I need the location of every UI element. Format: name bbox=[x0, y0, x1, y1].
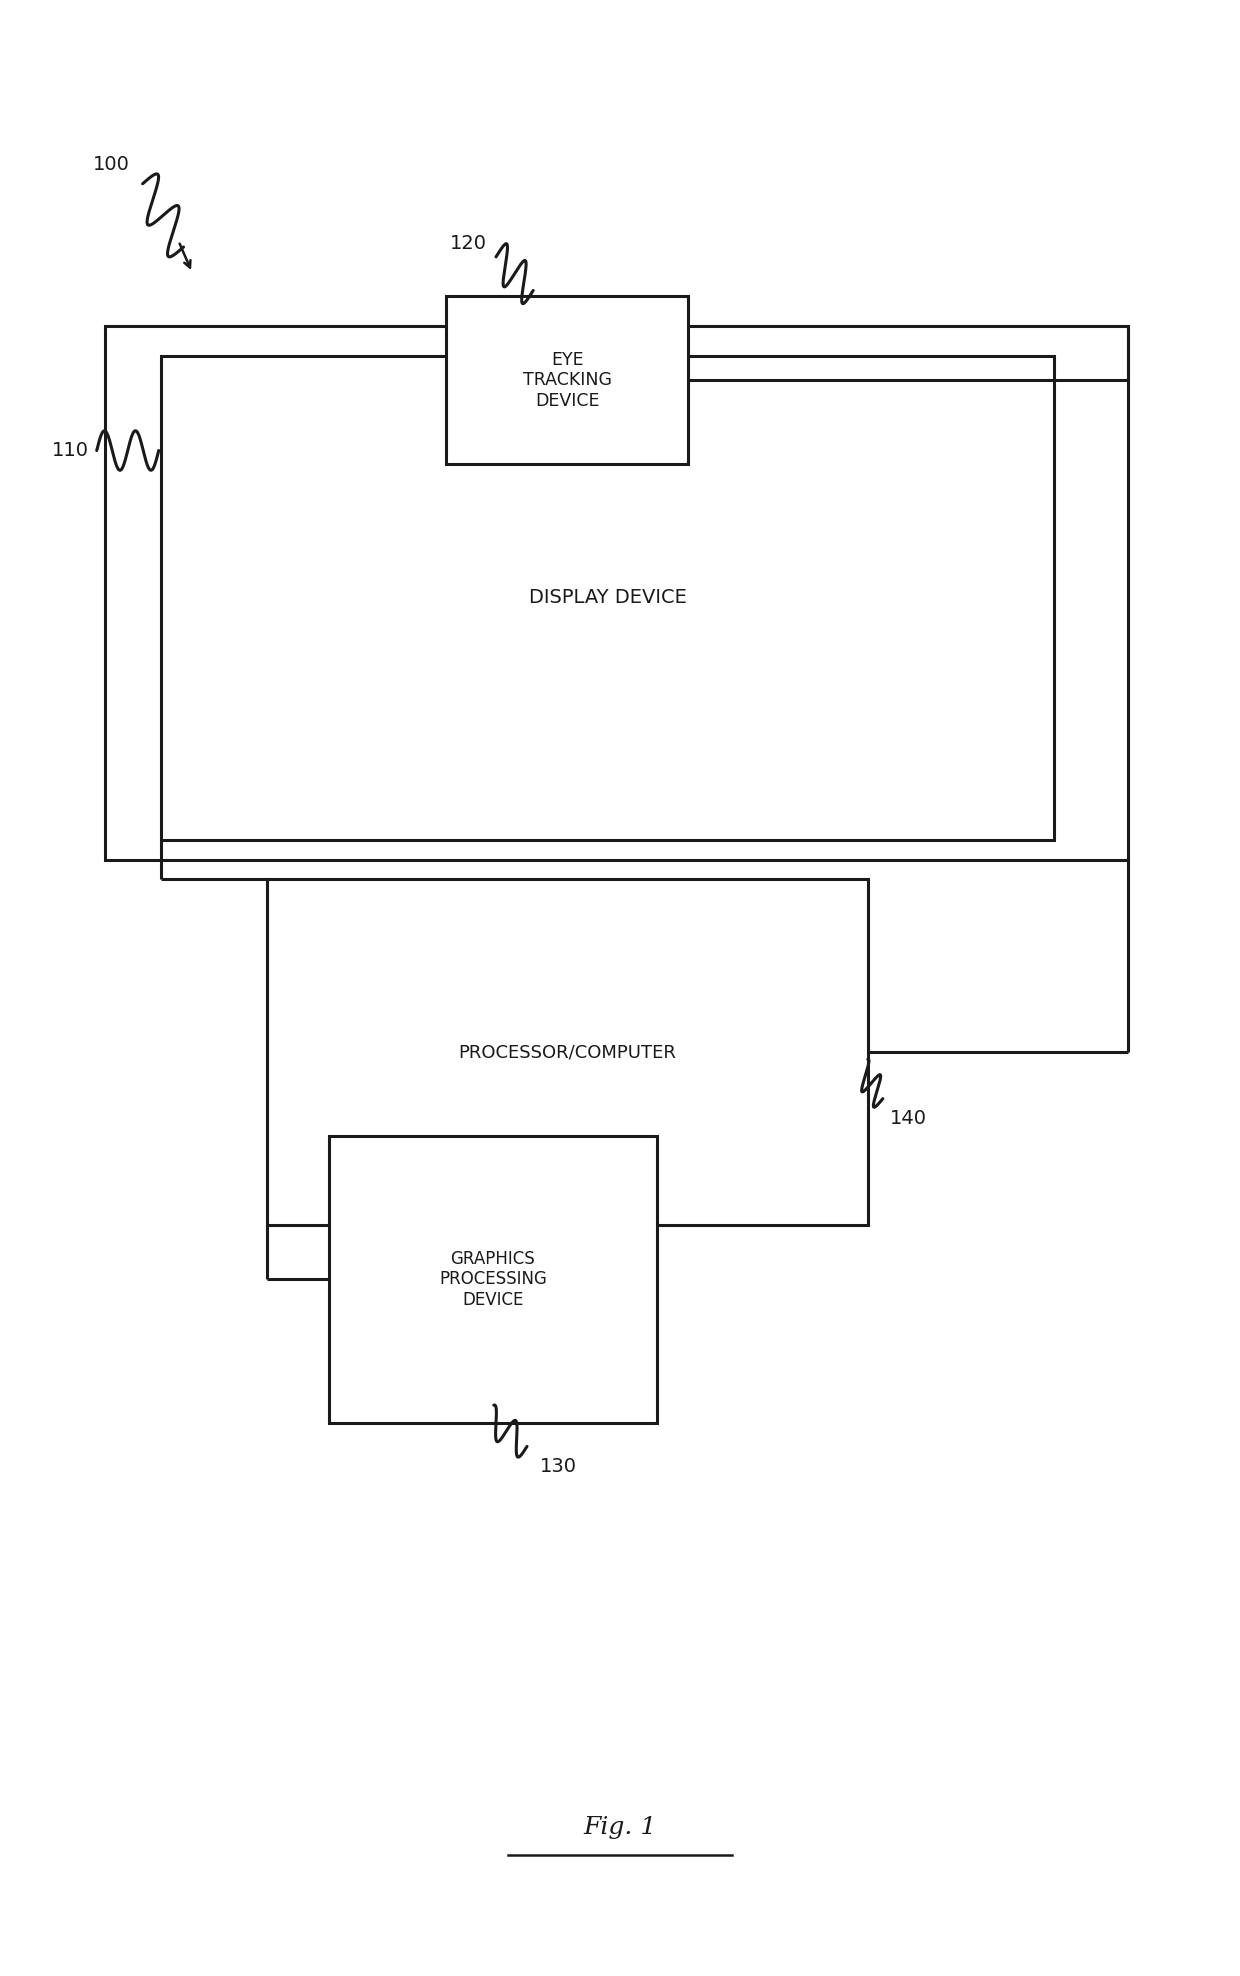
Text: DISPLAY DEVICE: DISPLAY DEVICE bbox=[528, 589, 687, 607]
Text: 100: 100 bbox=[93, 154, 130, 174]
Text: 120: 120 bbox=[450, 233, 487, 253]
Bar bbox=[105, 326, 1128, 860]
Bar bbox=[161, 356, 1054, 840]
Bar bbox=[267, 879, 868, 1225]
Text: PROCESSOR/COMPUTER: PROCESSOR/COMPUTER bbox=[459, 1043, 676, 1061]
Bar bbox=[329, 1136, 657, 1423]
Text: 130: 130 bbox=[539, 1456, 577, 1476]
Text: Fig. 1: Fig. 1 bbox=[583, 1816, 657, 1840]
Bar bbox=[446, 296, 688, 464]
Text: 140: 140 bbox=[890, 1109, 928, 1128]
Text: EYE
TRACKING
DEVICE: EYE TRACKING DEVICE bbox=[523, 350, 611, 411]
Text: 110: 110 bbox=[52, 441, 89, 460]
Text: GRAPHICS
PROCESSING
DEVICE: GRAPHICS PROCESSING DEVICE bbox=[439, 1249, 547, 1310]
